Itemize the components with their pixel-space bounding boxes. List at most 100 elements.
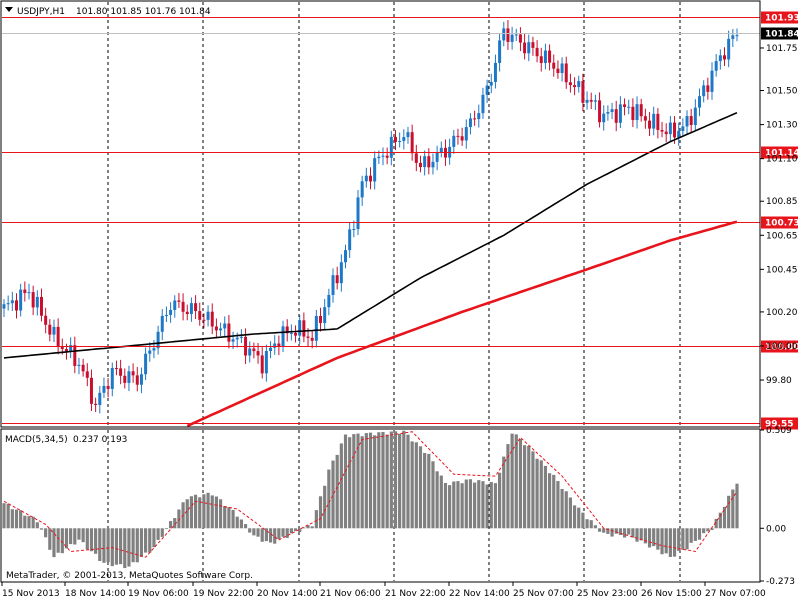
candle[interactable] [56, 318, 60, 355]
candle[interactable] [618, 96, 622, 128]
candle[interactable] [302, 312, 306, 343]
horizontal-levels[interactable]: 101.93 101.14 100.73 100.00 99.55 101.84 [2, 11, 800, 430]
candle[interactable] [481, 87, 485, 119]
candle[interactable] [98, 386, 102, 414]
candle[interactable] [706, 77, 710, 100]
candle[interactable] [364, 167, 368, 188]
candle[interactable] [514, 28, 518, 42]
candle[interactable] [44, 307, 48, 334]
candle[interactable] [485, 79, 489, 103]
candle[interactable] [252, 342, 256, 359]
candle[interactable] [277, 335, 281, 356]
candle[interactable] [27, 283, 31, 300]
candle[interactable] [344, 244, 348, 269]
candle[interactable] [685, 110, 689, 135]
candle[interactable] [164, 306, 168, 322]
candle[interactable] [535, 40, 539, 63]
candle[interactable] [69, 337, 73, 359]
candle[interactable] [373, 151, 377, 190]
candle[interactable] [606, 105, 610, 121]
candle[interactable] [498, 34, 502, 72]
candle[interactable] [393, 129, 397, 151]
candle[interactable] [35, 290, 39, 316]
candle[interactable] [714, 54, 718, 77]
candle[interactable] [693, 99, 697, 132]
candle[interactable] [160, 308, 164, 341]
candle[interactable] [319, 307, 323, 332]
candle[interactable] [39, 288, 43, 322]
candle[interactable] [681, 118, 685, 137]
candle[interactable] [239, 329, 243, 344]
candle[interactable] [48, 319, 52, 342]
candle[interactable] [623, 98, 627, 116]
candle[interactable] [723, 47, 727, 66]
candle[interactable] [531, 36, 535, 56]
candle[interactable] [339, 254, 343, 292]
candle[interactable] [94, 397, 98, 413]
candle[interactable] [398, 132, 402, 148]
candle[interactable] [206, 305, 210, 327]
candle[interactable] [406, 126, 410, 144]
candle[interactable] [23, 281, 27, 302]
candle[interactable] [85, 363, 89, 387]
candle[interactable] [19, 283, 23, 317]
candle[interactable] [389, 130, 393, 166]
candle[interactable] [314, 309, 318, 348]
candle[interactable] [194, 295, 198, 320]
candle[interactable] [73, 336, 77, 374]
candle[interactable] [127, 365, 131, 392]
candle[interactable] [219, 322, 223, 337]
candle[interactable] [102, 377, 106, 399]
candle[interactable] [260, 347, 264, 379]
candle[interactable] [468, 113, 472, 135]
price-panel[interactable] [2, 20, 739, 414]
candle[interactable] [227, 315, 231, 349]
candle[interactable] [81, 358, 85, 377]
candle[interactable] [577, 75, 581, 93]
candle[interactable] [169, 302, 173, 323]
candle[interactable] [523, 34, 527, 60]
candle[interactable] [527, 34, 531, 62]
candle[interactable] [198, 302, 202, 326]
candle[interactable] [431, 153, 435, 175]
candle[interactable] [702, 80, 706, 103]
candle[interactable] [114, 360, 118, 376]
candle[interactable] [598, 92, 602, 128]
candle[interactable] [323, 298, 327, 329]
candle[interactable] [402, 129, 406, 150]
candle[interactable] [223, 316, 227, 337]
candle[interactable] [352, 220, 356, 238]
candle[interactable] [273, 335, 277, 355]
candle[interactable] [264, 344, 268, 382]
candle[interactable] [310, 331, 314, 349]
candle[interactable] [610, 102, 614, 120]
candle[interactable] [106, 378, 110, 398]
candle[interactable] [10, 291, 14, 311]
candle[interactable] [335, 266, 339, 290]
candle[interactable] [369, 167, 372, 190]
candle[interactable] [593, 94, 597, 110]
candle[interactable] [656, 108, 660, 139]
candle[interactable] [135, 366, 139, 392]
candle[interactable] [414, 144, 418, 172]
candle[interactable] [418, 155, 422, 173]
candle[interactable] [348, 222, 352, 259]
candle[interactable] [585, 91, 589, 110]
candle[interactable] [639, 98, 643, 122]
candle[interactable] [698, 88, 702, 117]
candle[interactable] [181, 293, 185, 321]
candle[interactable] [668, 116, 672, 142]
candle[interactable] [294, 325, 298, 343]
candle[interactable] [189, 297, 193, 322]
candle[interactable] [452, 130, 456, 154]
candle[interactable] [439, 141, 443, 158]
candle[interactable] [177, 292, 181, 308]
candle[interactable] [173, 295, 177, 318]
candle[interactable] [89, 369, 93, 411]
candle[interactable] [556, 60, 560, 79]
collapse-triangle-icon[interactable] [5, 7, 13, 12]
candle[interactable] [648, 112, 652, 137]
candle[interactable] [144, 347, 148, 381]
candle[interactable] [460, 127, 464, 146]
candle[interactable] [568, 73, 572, 93]
